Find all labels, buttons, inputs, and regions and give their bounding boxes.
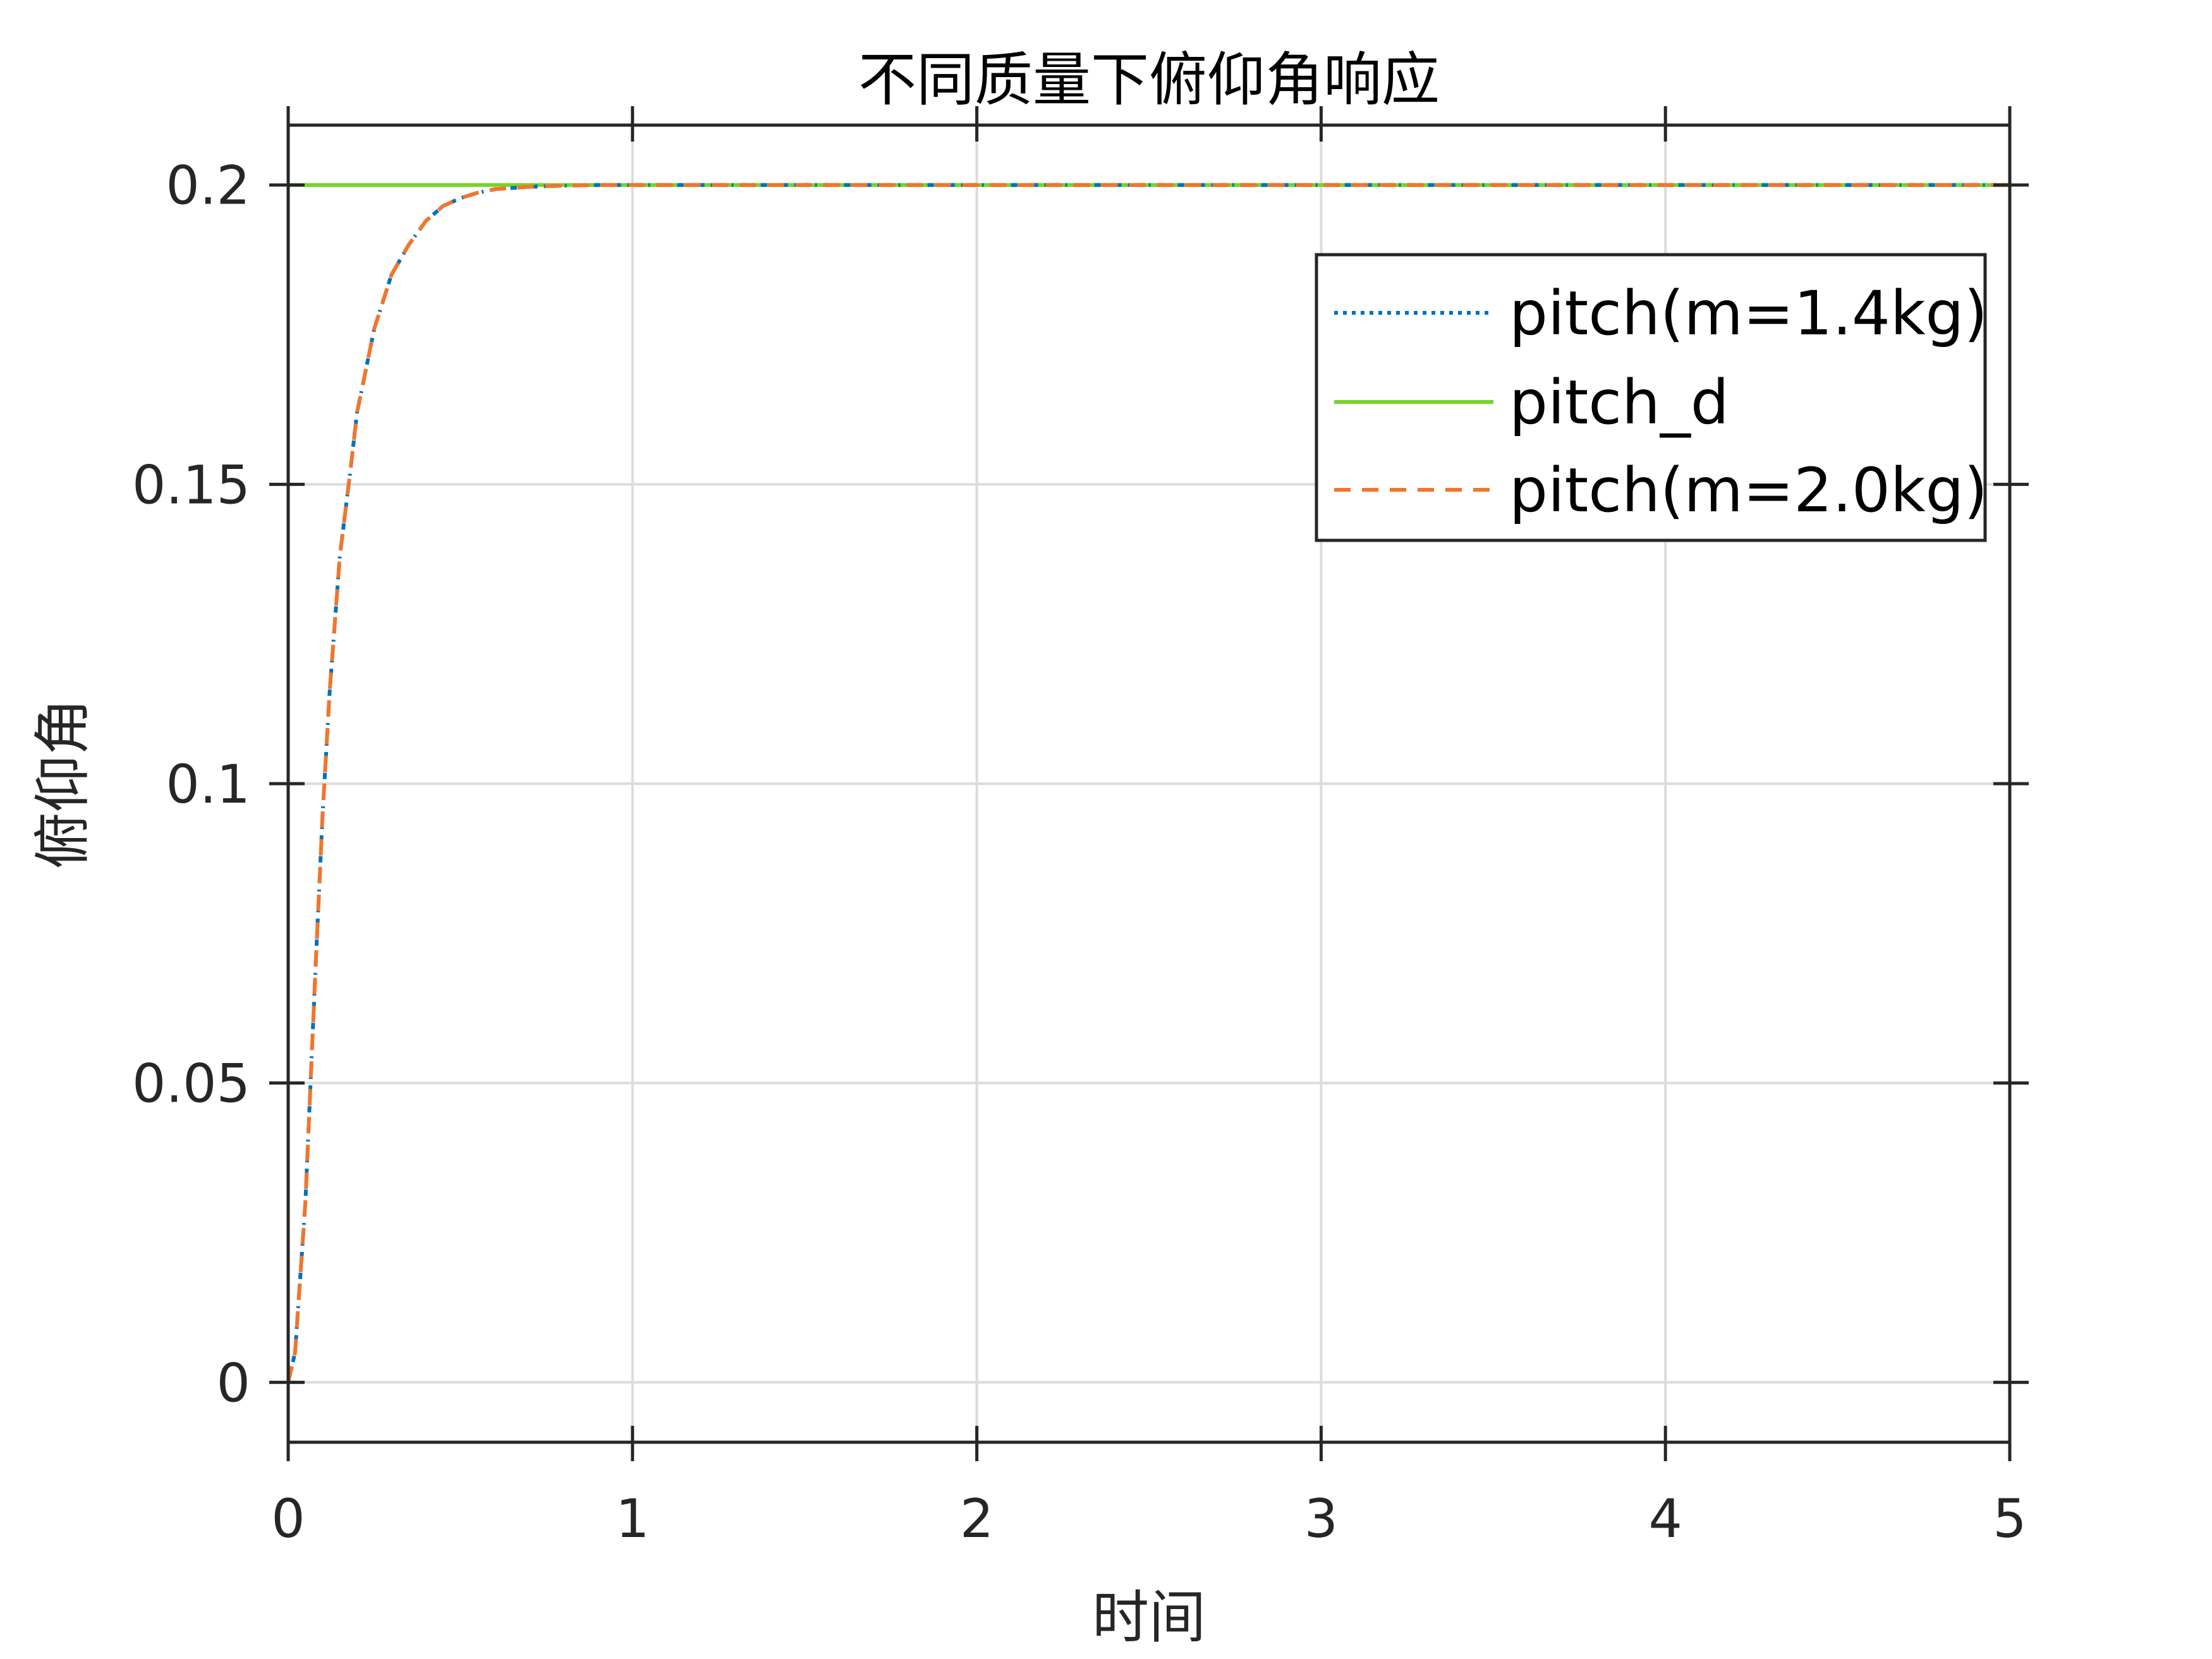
- series-lines: [286, 183, 2010, 1383]
- ticks: [269, 106, 2029, 1461]
- x-tick-label: 1: [616, 1488, 649, 1550]
- x-tick-label: 2: [960, 1488, 994, 1550]
- legend-label: pitch(m=2.0kg): [1509, 455, 1988, 526]
- y-tick-label: 0.1: [166, 753, 250, 815]
- x-tick-label: 4: [1648, 1488, 1682, 1550]
- y-tick-label: 0.15: [132, 454, 250, 516]
- chart-title: 不同质量下俯仰角响应: [858, 46, 1440, 114]
- x-axis-label: 时间: [1092, 1584, 1206, 1651]
- series-line-3: [286, 183, 2010, 1383]
- legend-box: [1315, 253, 1987, 542]
- x-tick-label: 3: [1304, 1488, 1338, 1550]
- y-tick-label: 0.2: [166, 155, 250, 217]
- tick-labels: 0 1 2 3 4 5 0 0.05 0.1 0.15 0.2: [132, 155, 2027, 1550]
- x-tick-label: 5: [1993, 1488, 2026, 1550]
- legend-label: pitch(m=1.4kg): [1509, 278, 1988, 349]
- legend-label: pitch_d: [1509, 367, 1729, 438]
- y-tick-label: 0.05: [132, 1053, 250, 1115]
- y-tick-label: 0: [217, 1352, 250, 1414]
- x-tick-label: 0: [271, 1488, 305, 1550]
- y-axis-label: 俯仰角: [30, 698, 96, 869]
- legend: pitch(m=1.4kg) pitch_d pitch(m=2.0kg): [1315, 253, 1988, 542]
